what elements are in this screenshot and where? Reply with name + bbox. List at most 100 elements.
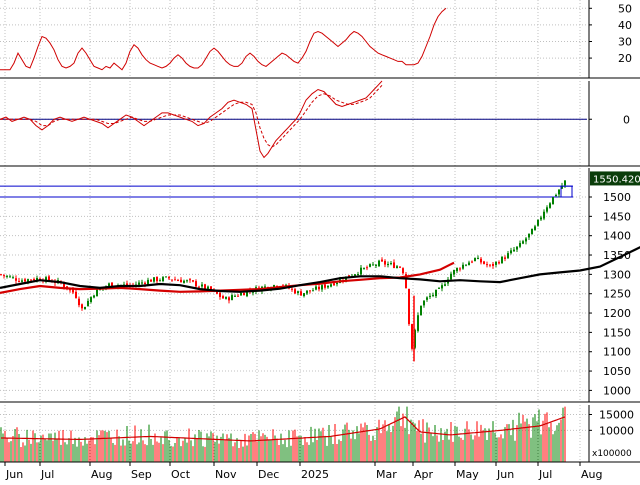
candle-body — [15, 278, 17, 281]
candle-body — [0, 274, 2, 276]
candle-body — [393, 262, 395, 268]
candle-body — [240, 292, 242, 296]
month-label-2: Aug — [91, 468, 112, 481]
candle-body — [420, 305, 422, 316]
candle-body — [561, 185, 563, 189]
candle-body — [453, 270, 455, 275]
candle-body — [543, 211, 545, 219]
candle-body — [417, 315, 419, 331]
month-label-9: Apr — [414, 468, 434, 481]
candle-body — [348, 275, 350, 277]
tick-label-macd-0: 0 — [623, 113, 630, 126]
candle-body — [225, 297, 227, 299]
month-label-0: Jun — [5, 468, 23, 481]
tick-label-price-1100: 1100 — [603, 346, 631, 359]
candle-body — [96, 289, 98, 297]
candle-body — [312, 290, 314, 292]
candle-body — [384, 260, 386, 265]
candle-body — [486, 264, 488, 266]
tick-label-price-1200: 1200 — [603, 307, 631, 320]
volume-ma-line — [1, 416, 566, 442]
candle-body — [150, 279, 152, 282]
candle-body — [357, 274, 359, 276]
macd-line — [0, 80, 383, 159]
candle-body — [168, 277, 170, 279]
candle-body — [210, 286, 212, 291]
candle-body — [177, 280, 179, 282]
candle-body — [246, 291, 248, 297]
candle-body — [510, 250, 512, 254]
candle-body — [480, 258, 482, 263]
candle-body — [390, 263, 392, 265]
candle-body — [513, 249, 515, 252]
month-label-5: Nov — [215, 468, 237, 481]
tick-label-price-1150: 1150 — [603, 326, 631, 339]
candle-body — [540, 217, 542, 220]
candle-body — [552, 197, 554, 205]
candle-body — [432, 294, 434, 296]
candle-body — [507, 253, 509, 259]
candle-body — [243, 292, 245, 296]
candle-body — [153, 277, 155, 282]
candle-body — [75, 291, 77, 298]
candle-body — [471, 261, 473, 263]
candle-body — [354, 274, 356, 276]
candle-body — [156, 276, 158, 282]
candle-body — [414, 330, 416, 348]
candle-body — [21, 280, 23, 282]
candle-body — [201, 284, 203, 287]
candle-body — [186, 280, 188, 282]
candle-body — [33, 279, 35, 281]
month-label-4: Oct — [171, 468, 191, 481]
candle-body — [219, 292, 221, 297]
tick-label-price-1300: 1300 — [603, 268, 631, 281]
candle-body — [81, 304, 83, 309]
candle-body — [237, 295, 239, 297]
candle-body — [252, 291, 254, 293]
candle-body — [330, 284, 332, 287]
candle-body — [18, 280, 20, 282]
candle-body — [363, 267, 365, 269]
candle-body — [435, 289, 437, 297]
candle-body — [522, 241, 524, 244]
candle-body — [189, 279, 191, 281]
candle-body — [204, 284, 206, 290]
candle-body — [381, 259, 383, 262]
candle-body — [534, 226, 536, 230]
candle-body — [231, 295, 233, 301]
month-label-3: Sep — [131, 468, 152, 481]
month-label-7: 2025 — [301, 468, 329, 481]
month-label-8: Mar — [376, 468, 397, 481]
candle-body — [126, 283, 128, 286]
candle-body — [300, 291, 302, 296]
candle-body — [378, 260, 380, 267]
candle-body — [306, 290, 308, 294]
candle-body — [483, 261, 485, 264]
candle-body — [9, 276, 11, 278]
candle-body — [264, 286, 266, 288]
tick-label-price-1450: 1450 — [603, 210, 631, 223]
tick-label-rsi-30: 30 — [618, 35, 632, 48]
candle-body — [345, 276, 347, 282]
candle-body — [90, 297, 92, 302]
candle-body — [387, 263, 389, 266]
candle-body — [141, 282, 143, 284]
candle-body — [93, 295, 95, 298]
candle-body — [450, 273, 452, 280]
candle-body — [411, 324, 413, 349]
ma-short-line — [0, 246, 640, 293]
candle-body — [519, 243, 521, 247]
candle-body — [372, 264, 374, 266]
candle-body — [111, 282, 113, 287]
candle-body — [48, 276, 50, 281]
candle-body — [336, 282, 338, 285]
last-price-tag-bg — [590, 171, 640, 186]
tick-label-price-1400: 1400 — [603, 230, 631, 243]
candle-body — [405, 274, 407, 289]
volume-unit-label: x100000 — [592, 449, 632, 459]
candle-body — [468, 262, 470, 266]
candle-body — [195, 281, 197, 287]
candle-body — [318, 286, 320, 290]
candle-body — [294, 289, 296, 294]
tick-label-volume-10000: 10000 — [599, 424, 634, 437]
